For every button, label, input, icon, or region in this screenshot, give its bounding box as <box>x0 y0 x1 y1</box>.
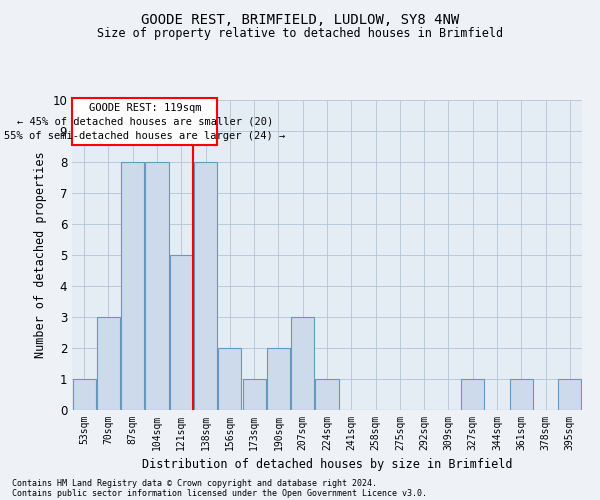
Bar <box>170 255 193 410</box>
Bar <box>218 348 241 410</box>
Text: Contains public sector information licensed under the Open Government Licence v3: Contains public sector information licen… <box>12 488 427 498</box>
Text: Contains HM Land Registry data © Crown copyright and database right 2024.: Contains HM Land Registry data © Crown c… <box>12 478 377 488</box>
Bar <box>559 379 581 410</box>
Text: GOODE REST: 119sqm
← 45% of detached houses are smaller (20)
55% of semi-detache: GOODE REST: 119sqm ← 45% of detached hou… <box>4 102 286 141</box>
Y-axis label: Number of detached properties: Number of detached properties <box>34 152 47 358</box>
X-axis label: Distribution of detached houses by size in Brimfield: Distribution of detached houses by size … <box>142 458 512 471</box>
Bar <box>73 98 217 145</box>
Bar <box>97 317 120 410</box>
Bar <box>73 379 95 410</box>
Bar <box>510 379 533 410</box>
Text: GOODE REST, BRIMFIELD, LUDLOW, SY8 4NW: GOODE REST, BRIMFIELD, LUDLOW, SY8 4NW <box>141 12 459 26</box>
Bar <box>461 379 484 410</box>
Bar <box>291 317 314 410</box>
Bar <box>267 348 290 410</box>
Bar <box>316 379 338 410</box>
Bar <box>121 162 144 410</box>
Bar <box>242 379 266 410</box>
Bar <box>194 162 217 410</box>
Text: Size of property relative to detached houses in Brimfield: Size of property relative to detached ho… <box>97 28 503 40</box>
Bar <box>145 162 169 410</box>
